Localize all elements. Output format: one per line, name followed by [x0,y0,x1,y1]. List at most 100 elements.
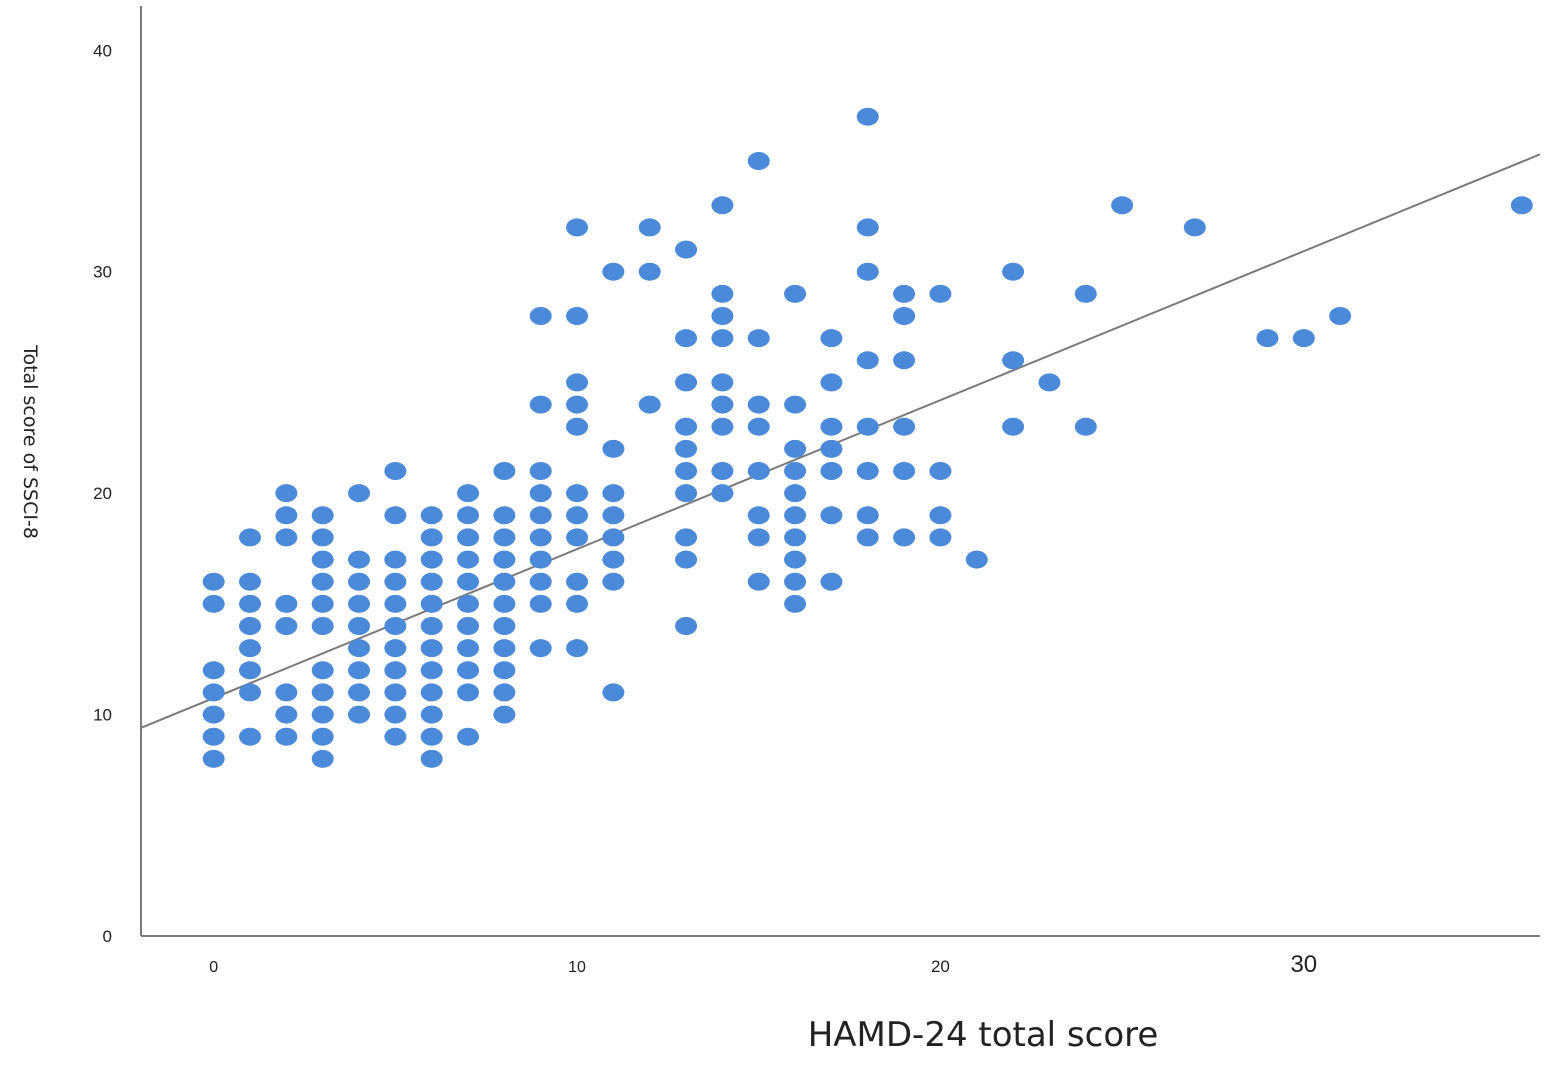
data-point [784,594,807,613]
data-point [529,484,552,503]
data-point [420,683,443,702]
data-point [675,550,698,569]
data-point [311,705,334,724]
y-tick-label: 40 [93,41,112,60]
data-point [275,705,298,724]
data-point [820,462,843,480]
data-point [929,528,952,547]
data-point [275,594,298,613]
data-point [493,617,516,635]
data-point [711,307,734,325]
data-point [348,661,371,680]
data-point [820,373,843,392]
data-point [747,395,770,414]
y-tick-label: 30 [93,263,112,282]
data-point [893,307,916,325]
data-point [856,218,879,237]
data-point [820,417,843,436]
data-point [420,594,443,613]
data-point [602,484,625,503]
data-point [1292,329,1315,348]
data-point [784,395,807,414]
data-point [747,462,770,480]
data-point [384,572,407,591]
data-point [784,550,807,569]
data-point [384,705,407,724]
data-point [784,506,807,525]
data-point [202,705,225,724]
data-point [856,506,879,525]
data-point [457,572,480,591]
data-point [1002,351,1025,370]
data-point [311,594,334,613]
data-point [566,594,589,613]
data-point [311,683,334,702]
data-point [747,152,770,170]
data-point [457,594,480,613]
data-point [348,683,371,702]
data-point [275,727,298,746]
data-point [1183,218,1206,237]
data-point [1038,373,1061,392]
data-point [1329,307,1352,325]
data-point [529,528,552,547]
data-point [675,439,698,458]
data-point [493,462,516,480]
data-point [965,550,988,569]
y-axis-title: Total score of SSCI-8 [19,344,41,539]
data-point [675,617,698,635]
data-point [711,484,734,503]
data-point [675,528,698,547]
data-point [638,395,661,414]
x-tick-label: 30 [1290,951,1317,978]
data-point [566,373,589,392]
data-point [638,262,661,281]
data-point [820,506,843,525]
data-point [784,439,807,458]
data-point [420,705,443,724]
data-point [239,727,262,746]
data-point [529,462,552,480]
data-point [529,307,552,325]
data-point [747,329,770,348]
data-point [493,572,516,591]
data-point [1074,284,1097,303]
data-point [856,417,879,436]
data-point [457,550,480,569]
data-point [711,395,734,414]
data-point [675,417,698,436]
data-point [348,572,371,591]
data-point [856,351,879,370]
data-point [675,373,698,392]
data-point [820,329,843,348]
data-point [711,329,734,348]
data-point [384,661,407,680]
data-point [493,705,516,724]
data-point [420,727,443,746]
data-point [420,639,443,658]
data-point [348,484,371,503]
data-point [747,506,770,525]
data-point [529,594,552,613]
data-point [348,594,371,613]
data-point [239,528,262,547]
data-point [784,572,807,591]
data-point [1002,262,1025,281]
y-tick-label: 20 [93,484,112,503]
data-point [420,617,443,635]
data-point [893,528,916,547]
data-point [202,749,225,768]
data-point [893,417,916,436]
data-point [602,528,625,547]
data-point [566,218,589,237]
data-point [384,550,407,569]
data-point [638,218,661,237]
data-point [493,661,516,680]
data-point [420,506,443,525]
data-point [384,594,407,613]
data-point [202,661,225,680]
data-point [457,617,480,635]
data-point [675,484,698,503]
data-point [529,639,552,658]
